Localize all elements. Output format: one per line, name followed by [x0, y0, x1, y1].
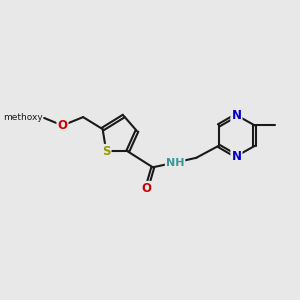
Text: NH: NH — [166, 158, 184, 167]
Text: S: S — [102, 145, 110, 158]
Text: N: N — [231, 150, 242, 163]
Text: O: O — [58, 119, 68, 132]
Text: O: O — [142, 182, 152, 195]
Text: methoxy: methoxy — [3, 113, 43, 122]
Text: N: N — [231, 109, 242, 122]
